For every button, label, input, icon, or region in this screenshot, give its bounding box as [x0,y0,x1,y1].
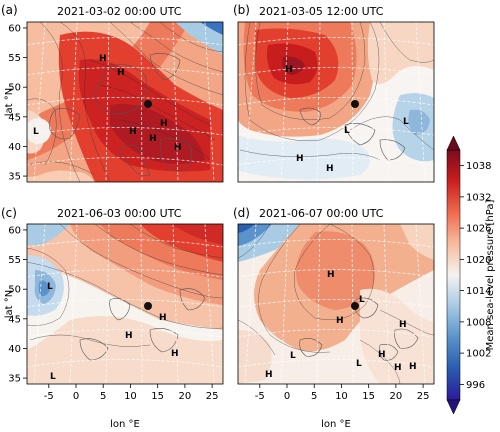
y-tick-label: 40 [8,344,21,355]
x-tick-label: 15 [362,391,375,402]
panel-b-title: 2021-03-05 12:00 UTC [259,5,384,18]
pressure-label: L [344,126,350,136]
pressure-label: H [327,270,335,280]
y-tick-label: 55 [8,255,21,266]
y-tick-label: 60 [8,23,21,34]
colorbar-tick-label: 996 [466,380,485,391]
y-tick-label: 40 [8,142,21,153]
y-tick-label: 35 [8,172,21,183]
y-tick-label: 50 [8,83,21,94]
pressure-label: L [290,351,296,361]
panel-d: (d) 2021-06-07 00:00 UTC [233,206,435,385]
pressure-label: H [99,54,107,64]
y-tick-label: 45 [8,314,21,325]
axes-labels: lat °N lat °N lon °E lon °E [4,88,351,430]
location-marker [351,100,359,108]
x-tick-label: -5 [255,391,265,402]
pressure-label: L [359,295,365,305]
x-tick-label: 20 [179,391,192,402]
panel-c-title: 2021-06-03 00:00 UTC [57,207,182,220]
pressure-label: L [356,359,362,369]
location-marker [351,302,359,310]
panel-a: (a) 2021-03-02 00:00 UTC [1,3,224,183]
y-axis-label-bottom: lat °N [4,290,15,319]
pressure-label: H [159,313,167,323]
pressure-label: H [399,320,407,330]
x-tick-label: 25 [417,391,430,402]
x-tick-label: 0 [73,391,79,402]
x-tick-label: 20 [390,391,403,402]
y-tick-label: 45 [8,112,21,123]
pressure-label: H [160,119,168,129]
colorbar-tick-label: 1014 [466,286,491,297]
colorbar-extend-bottom [446,399,461,415]
colorbar-tick-label: 1020 [466,255,491,266]
y-tick-label: 60 [8,225,21,236]
location-marker [144,302,152,310]
panel-c: (c) 2021-06-03 00:00 UTC [1,206,224,385]
y-axis-label-top: lat °N [4,88,15,117]
pressure-label: H [129,127,137,137]
pressure-label: H [117,68,125,78]
panel-b-letter: (b) [233,3,250,17]
panel-a-title: 2021-03-02 00:00 UTC [57,5,182,18]
x-tick-label: 0 [284,391,290,402]
x-axis-label-left: lon °E [110,419,140,430]
colorbar-tick-label: 1032 [466,192,491,203]
x-tick-label: 25 [206,391,219,402]
pressure-label: H [125,331,133,341]
colorbar-tick-label: 1038 [466,161,491,172]
colorbar-bar [446,149,461,401]
location-marker [144,100,152,108]
pressure-label: H [394,363,402,373]
pressure-label: H [174,143,182,153]
colorbar-ticks: 1038 1032 1026 1020 1014 1008 1002 996 [460,161,491,391]
colorbar-tick-label: 1008 [466,317,491,328]
panel-c-letter: (c) [1,206,17,220]
x-tick-label: 5 [100,391,106,402]
x-axis-label-right: lon °E [321,419,351,430]
colorbar-tick-label: 1026 [466,224,491,235]
y-tick-label: 35 [8,374,21,385]
x-tick-label: 15 [151,391,164,402]
pressure-label: L [47,282,53,292]
panel-d-centers: H L H H H H H H L L [265,270,417,380]
axis-ticks: -5 0 5 10 15 20 25 -5 0 5 10 15 20 25 60 55 50 45 40 35 60 55… [8,23,429,402]
colorbar: 1038 1032 1026 1020 1014 1008 1002 996 Mean sea… [446,135,496,415]
y-tick-label: 55 [8,53,21,64]
panel-b: (b) 2021-03-05 12:00 UTC [233,3,435,183]
x-tick-label: 10 [124,391,137,402]
x-tick-label: 10 [335,391,348,402]
y-tick-label: 50 [8,285,21,296]
x-tick-label: 5 [311,391,317,402]
pressure-label: H [378,350,386,360]
pressure-label: H [336,316,344,326]
pressure-label: H [285,65,293,75]
panel-a-centers: H H H H H H L [33,54,182,153]
panel-c-centers: L H H H L [47,282,179,382]
colorbar-label: Mean sea-level pressure [hPa] [485,200,496,351]
pressure-label: H [296,154,304,164]
pressure-label: H [265,370,273,380]
colorbar-extend-top [446,135,461,151]
colorbar-tick-label: 1002 [466,349,491,360]
panel-d-title: 2021-06-07 00:00 UTC [259,207,384,220]
panel-b-centers: H L H H L [285,65,409,174]
pressure-label: H [326,164,334,174]
pressure-label: H [149,134,157,144]
pressure-label: H [409,362,417,372]
pressure-label: H [171,349,179,359]
pressure-label: L [33,127,39,137]
pressure-label: L [403,117,409,127]
panel-d-letter: (d) [233,206,250,220]
panel-a-letter: (a) [1,3,18,17]
pressure-label: L [50,372,56,382]
x-tick-label: -5 [44,391,54,402]
